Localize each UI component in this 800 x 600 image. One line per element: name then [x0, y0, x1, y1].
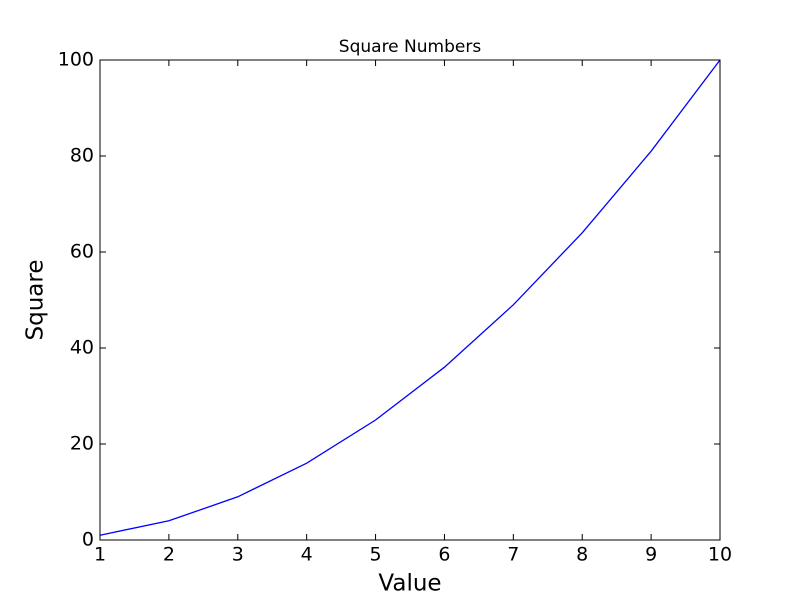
x-tick-label: 3 — [232, 544, 244, 566]
chart-title: Square Numbers — [339, 37, 482, 57]
x-tick-label: 4 — [301, 544, 313, 566]
x-tick-label: 6 — [438, 544, 450, 566]
x-axis-label: Value — [378, 571, 441, 597]
y-tick-label: 60 — [70, 241, 94, 263]
y-tick-label: 0 — [82, 529, 94, 551]
x-tick-label: 8 — [576, 544, 588, 566]
x-tick-label: 2 — [163, 544, 175, 566]
x-tick-label: 10 — [708, 544, 732, 566]
y-tick-label: 20 — [70, 433, 94, 455]
data-line — [99, 59, 721, 536]
y-tick-label: 100 — [58, 49, 94, 71]
y-tick-label: 80 — [70, 145, 94, 167]
y-tick-label: 40 — [70, 337, 94, 359]
plot-frame — [99, 59, 721, 541]
x-tick-label: 7 — [507, 544, 519, 566]
x-tick-label: 5 — [370, 544, 382, 566]
x-tick-label: 1 — [94, 544, 106, 566]
x-tick-label: 9 — [645, 544, 657, 566]
y-axis-label: Square — [23, 260, 49, 341]
